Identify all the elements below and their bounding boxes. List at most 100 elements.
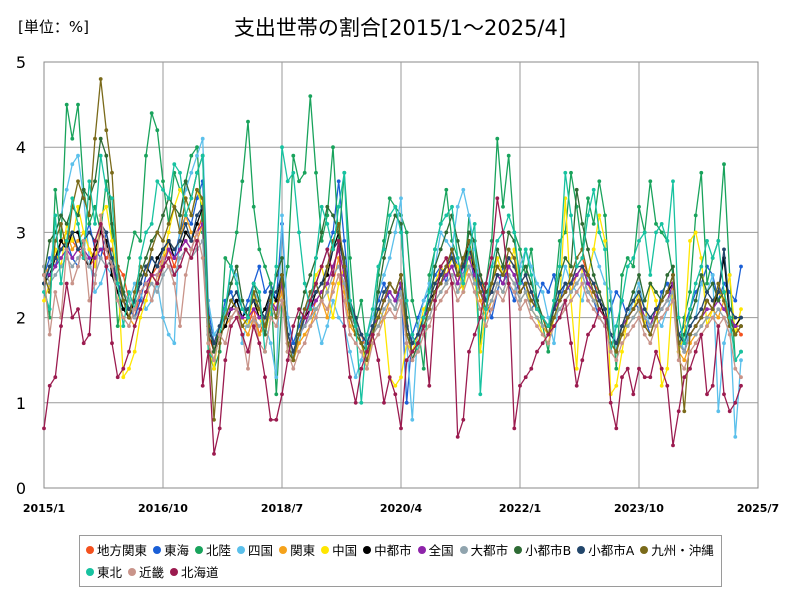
data-point bbox=[433, 298, 437, 303]
data-point bbox=[285, 264, 290, 269]
data-point bbox=[115, 298, 120, 303]
data-point bbox=[47, 332, 52, 337]
legend-swatch bbox=[153, 546, 162, 554]
data-point bbox=[404, 230, 409, 235]
data-point bbox=[739, 307, 743, 311]
data-point bbox=[149, 273, 154, 277]
data-point bbox=[53, 213, 58, 218]
data-point bbox=[87, 230, 92, 235]
data-point bbox=[404, 400, 409, 405]
data-point bbox=[166, 264, 171, 269]
data-point bbox=[535, 349, 539, 354]
data-point bbox=[399, 273, 403, 277]
legend-label: 小都市A bbox=[588, 543, 635, 558]
data-point bbox=[444, 273, 449, 277]
data-point bbox=[274, 290, 279, 294]
data-point bbox=[64, 247, 69, 252]
data-point bbox=[280, 273, 284, 277]
data-point bbox=[353, 341, 358, 346]
data-point bbox=[47, 264, 52, 269]
data-point bbox=[506, 153, 511, 158]
data-point bbox=[195, 239, 199, 243]
data-point bbox=[342, 281, 347, 286]
data-point bbox=[535, 281, 539, 286]
data-point bbox=[387, 256, 392, 260]
data-point bbox=[416, 341, 420, 346]
data-point bbox=[461, 187, 466, 192]
data-point bbox=[263, 324, 267, 328]
data-point bbox=[382, 247, 386, 252]
data-point bbox=[416, 332, 420, 337]
data-point bbox=[59, 239, 63, 243]
data-point bbox=[178, 213, 182, 218]
data-point bbox=[98, 281, 103, 286]
data-point bbox=[739, 358, 743, 363]
data-point bbox=[455, 204, 460, 209]
data-point bbox=[501, 264, 505, 269]
data-point bbox=[427, 383, 432, 388]
data-point bbox=[705, 315, 709, 320]
data-point bbox=[597, 298, 602, 303]
legend-swatch bbox=[514, 546, 523, 554]
data-point bbox=[659, 383, 664, 388]
legend-swatch bbox=[195, 546, 204, 554]
legend-item: 関東 bbox=[279, 540, 315, 562]
data-point bbox=[291, 341, 296, 346]
data-point bbox=[722, 290, 726, 294]
data-point bbox=[478, 392, 483, 397]
data-point bbox=[70, 162, 75, 167]
data-point bbox=[518, 298, 522, 303]
x-tick-label: 2016/10 bbox=[138, 502, 188, 515]
data-point bbox=[614, 366, 619, 371]
data-point bbox=[178, 324, 182, 328]
data-point bbox=[727, 307, 732, 311]
data-point bbox=[506, 213, 511, 218]
data-point bbox=[121, 315, 126, 320]
data-point bbox=[478, 290, 483, 294]
data-point bbox=[314, 256, 318, 260]
data-point bbox=[172, 281, 177, 286]
data-point bbox=[591, 273, 596, 277]
data-point bbox=[671, 298, 675, 303]
data-point bbox=[149, 111, 154, 115]
data-point bbox=[427, 324, 432, 328]
data-point bbox=[586, 290, 590, 294]
data-point bbox=[705, 239, 709, 243]
data-point bbox=[620, 375, 624, 380]
data-point bbox=[659, 230, 664, 235]
data-point bbox=[70, 315, 75, 320]
data-point bbox=[81, 230, 86, 235]
data-point bbox=[53, 290, 58, 294]
data-point bbox=[444, 290, 449, 294]
data-point bbox=[302, 324, 307, 328]
data-point bbox=[688, 366, 692, 371]
data-point bbox=[733, 298, 738, 303]
data-point bbox=[370, 324, 375, 328]
data-point bbox=[274, 375, 279, 380]
data-point bbox=[127, 290, 131, 294]
data-point bbox=[642, 298, 647, 303]
data-point bbox=[161, 239, 165, 243]
data-point bbox=[93, 136, 97, 141]
data-point bbox=[427, 307, 432, 311]
data-point bbox=[144, 273, 148, 277]
x-tick-label: 2025/7 bbox=[737, 502, 779, 515]
data-point bbox=[699, 307, 704, 311]
data-point bbox=[523, 298, 528, 303]
data-point bbox=[189, 230, 194, 235]
data-point bbox=[727, 409, 732, 414]
data-point bbox=[132, 281, 137, 286]
data-point bbox=[563, 281, 568, 286]
data-point bbox=[591, 324, 596, 328]
data-point bbox=[563, 230, 568, 235]
data-point bbox=[529, 273, 534, 277]
data-point bbox=[93, 290, 97, 294]
data-point bbox=[161, 187, 165, 192]
data-point bbox=[81, 341, 86, 346]
data-point bbox=[523, 290, 528, 294]
data-point bbox=[212, 358, 216, 363]
data-point bbox=[444, 256, 449, 260]
data-point bbox=[47, 273, 52, 277]
data-point bbox=[688, 307, 692, 311]
data-point bbox=[518, 307, 522, 311]
